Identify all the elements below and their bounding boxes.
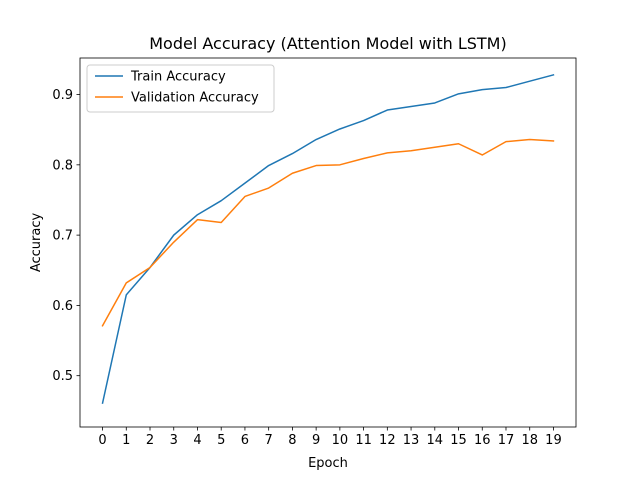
y-tick-label: 0.7 <box>52 229 73 244</box>
x-tick-label: 15 <box>450 433 467 448</box>
axes-frame <box>79 57 577 428</box>
x-tick-label: 8 <box>288 433 296 448</box>
x-axis-ticks: 0 1 2 3 4 5 6 7 8 9 10 11 12 13 14 15 16 17 18 19 <box>98 427 562 448</box>
x-tick-label: 17 <box>498 433 515 448</box>
legend: Train Accuracy Validation Accuracy <box>86 64 275 113</box>
x-tick-label: 6 <box>241 433 249 448</box>
x-tick-label: 13 <box>403 433 420 448</box>
y-axis-label: Accuracy <box>29 213 44 273</box>
legend-label-validation: Validation Accuracy <box>131 91 259 106</box>
y-tick-label: 0.9 <box>52 88 73 103</box>
x-tick-label: 11 <box>355 433 372 448</box>
series-line-validation-accuracy <box>101 138 555 327</box>
legend-box <box>86 64 275 113</box>
x-tick-label: 19 <box>545 433 562 448</box>
x-tick-label: 5 <box>217 433 225 448</box>
x-tick-label: 2 <box>146 433 154 448</box>
y-axis-ticks: 0.5 0.6 0.7 0.8 0.9 <box>52 88 80 384</box>
x-tick-label: 1 <box>122 433 130 448</box>
legend-label-train: Train Accuracy <box>130 70 226 85</box>
x-tick-label: 10 <box>332 433 349 448</box>
x-tick-label: 14 <box>427 433 444 448</box>
plot-area <box>79 57 577 428</box>
x-tick-label: 4 <box>193 433 201 448</box>
x-tick-label: 9 <box>312 433 320 448</box>
series-layer <box>101 73 555 404</box>
chart-title: Model Accuracy (Attention Model with LST… <box>149 34 506 53</box>
x-tick-label: 12 <box>379 433 396 448</box>
y-tick-label: 0.6 <box>52 299 73 314</box>
series-line-train-accuracy <box>101 73 555 404</box>
x-tick-label: 18 <box>521 433 538 448</box>
x-tick-label: 7 <box>265 433 273 448</box>
y-tick-label: 0.8 <box>52 158 73 173</box>
x-tick-label: 0 <box>98 433 106 448</box>
x-axis-label: Epoch <box>308 456 348 471</box>
y-tick-label: 0.5 <box>52 369 73 384</box>
x-tick-label: 3 <box>170 433 178 448</box>
x-tick-label: 16 <box>474 433 491 448</box>
